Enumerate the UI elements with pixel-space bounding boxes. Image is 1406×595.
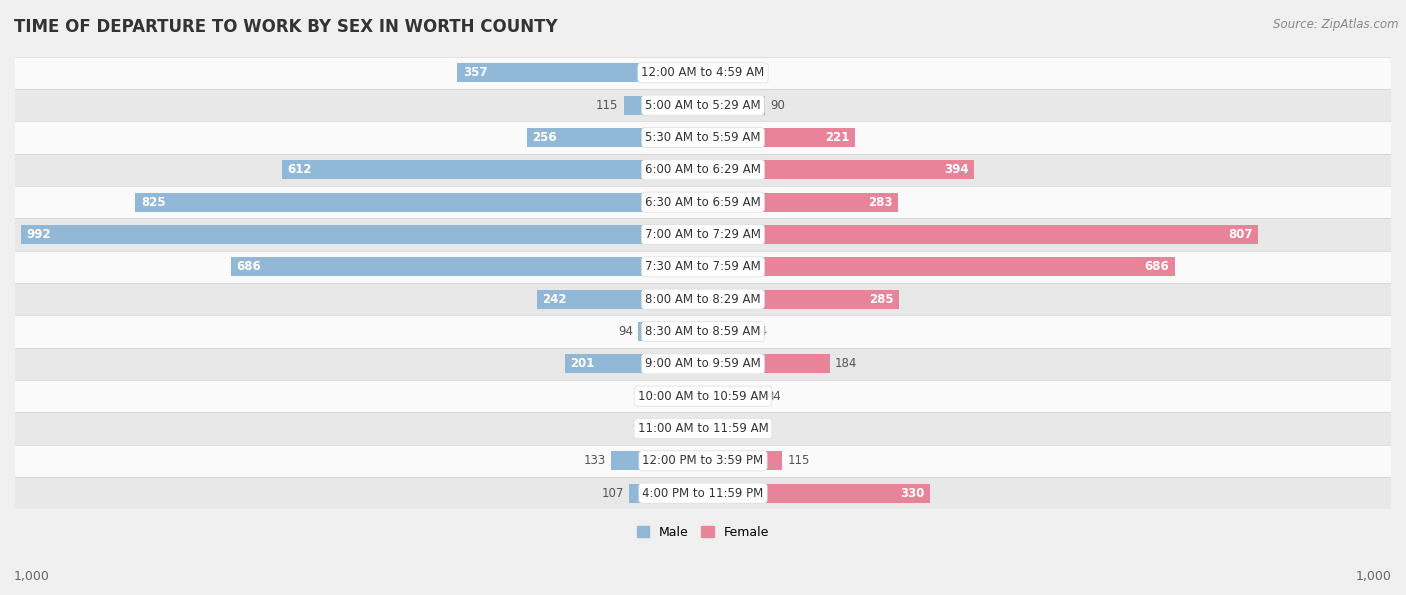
Bar xyxy=(135,193,703,212)
Text: 686: 686 xyxy=(1144,261,1170,273)
Bar xyxy=(15,121,1391,154)
Bar xyxy=(15,250,1391,283)
Bar xyxy=(565,355,703,373)
Bar xyxy=(630,484,703,503)
Text: 107: 107 xyxy=(602,487,624,500)
Text: 29: 29 xyxy=(728,422,744,435)
Bar xyxy=(703,96,765,114)
Text: 115: 115 xyxy=(787,455,810,467)
Bar xyxy=(686,387,703,406)
Text: 7:30 AM to 7:59 AM: 7:30 AM to 7:59 AM xyxy=(645,261,761,273)
Text: 221: 221 xyxy=(825,131,849,144)
Bar xyxy=(692,419,703,438)
Text: 8:30 AM to 8:59 AM: 8:30 AM to 8:59 AM xyxy=(645,325,761,338)
Bar xyxy=(21,225,703,244)
Text: 25: 25 xyxy=(665,390,681,403)
Text: 115: 115 xyxy=(596,99,619,112)
Text: 6:30 AM to 6:59 AM: 6:30 AM to 6:59 AM xyxy=(645,196,761,209)
Text: 4:00 PM to 11:59 PM: 4:00 PM to 11:59 PM xyxy=(643,487,763,500)
Bar xyxy=(703,161,974,179)
Text: 11:00 AM to 11:59 AM: 11:00 AM to 11:59 AM xyxy=(638,422,768,435)
Text: 7:00 AM to 7:29 AM: 7:00 AM to 7:29 AM xyxy=(645,228,761,241)
Text: 17: 17 xyxy=(671,422,686,435)
Text: 184: 184 xyxy=(835,358,858,370)
Text: 201: 201 xyxy=(571,358,595,370)
Bar xyxy=(703,419,723,438)
Text: 283: 283 xyxy=(868,196,893,209)
Text: 5:30 AM to 5:59 AM: 5:30 AM to 5:59 AM xyxy=(645,131,761,144)
Bar xyxy=(703,290,898,309)
Text: 394: 394 xyxy=(943,163,969,176)
Bar xyxy=(703,128,855,147)
Bar xyxy=(15,283,1391,315)
Text: 330: 330 xyxy=(900,487,925,500)
Bar xyxy=(638,322,703,341)
Text: 6:00 AM to 6:29 AM: 6:00 AM to 6:29 AM xyxy=(645,163,761,176)
Text: 285: 285 xyxy=(869,293,894,306)
Text: 686: 686 xyxy=(236,261,262,273)
Bar xyxy=(703,193,897,212)
Text: 992: 992 xyxy=(25,228,51,241)
Text: 825: 825 xyxy=(141,196,166,209)
Text: 5:00 AM to 5:29 AM: 5:00 AM to 5:29 AM xyxy=(645,99,761,112)
Bar xyxy=(15,444,1391,477)
Text: 10:00 AM to 10:59 AM: 10:00 AM to 10:59 AM xyxy=(638,390,768,403)
Bar xyxy=(703,322,747,341)
Bar xyxy=(15,186,1391,218)
Bar xyxy=(703,484,929,503)
Text: 256: 256 xyxy=(533,131,557,144)
Bar xyxy=(703,64,747,82)
Text: 90: 90 xyxy=(770,99,786,112)
Text: 12:00 AM to 4:59 AM: 12:00 AM to 4:59 AM xyxy=(641,66,765,79)
Bar xyxy=(15,412,1391,444)
Bar xyxy=(703,452,782,470)
Bar xyxy=(231,258,703,276)
Text: 64: 64 xyxy=(752,325,768,338)
Text: 807: 807 xyxy=(1229,228,1253,241)
Text: 133: 133 xyxy=(583,455,606,467)
Text: 612: 612 xyxy=(287,163,312,176)
Text: Source: ZipAtlas.com: Source: ZipAtlas.com xyxy=(1274,18,1399,31)
Text: 242: 242 xyxy=(541,293,567,306)
Text: 1,000: 1,000 xyxy=(14,570,51,583)
Bar xyxy=(457,64,703,82)
Bar xyxy=(15,218,1391,250)
Text: 64: 64 xyxy=(752,66,768,79)
Bar xyxy=(15,477,1391,509)
Text: 12:00 PM to 3:59 PM: 12:00 PM to 3:59 PM xyxy=(643,455,763,467)
Text: 8:00 AM to 8:29 AM: 8:00 AM to 8:29 AM xyxy=(645,293,761,306)
Text: 1,000: 1,000 xyxy=(1355,570,1392,583)
Bar xyxy=(703,355,830,373)
Text: TIME OF DEPARTURE TO WORK BY SEX IN WORTH COUNTY: TIME OF DEPARTURE TO WORK BY SEX IN WORT… xyxy=(14,18,558,36)
Text: 94: 94 xyxy=(617,325,633,338)
Bar xyxy=(15,315,1391,347)
Bar xyxy=(283,161,703,179)
Bar xyxy=(703,225,1258,244)
Bar xyxy=(15,154,1391,186)
Text: 9:00 AM to 9:59 AM: 9:00 AM to 9:59 AM xyxy=(645,358,761,370)
Legend: Male, Female: Male, Female xyxy=(631,521,775,544)
Text: 84: 84 xyxy=(766,390,782,403)
Bar xyxy=(15,380,1391,412)
Bar xyxy=(612,452,703,470)
Bar xyxy=(703,258,1175,276)
Bar xyxy=(15,347,1391,380)
Bar xyxy=(624,96,703,114)
Text: 357: 357 xyxy=(463,66,488,79)
Bar xyxy=(703,387,761,406)
Bar xyxy=(15,57,1391,89)
Bar xyxy=(537,290,703,309)
Bar xyxy=(527,128,703,147)
Bar xyxy=(15,89,1391,121)
